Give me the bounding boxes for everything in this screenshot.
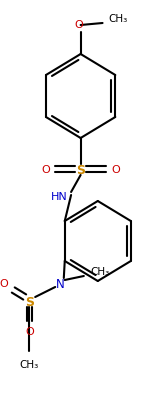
Text: N: N	[56, 277, 64, 290]
Text: O: O	[0, 278, 8, 288]
Text: CH₃: CH₃	[108, 14, 128, 24]
Text: S: S	[25, 295, 34, 308]
Text: O: O	[41, 164, 50, 175]
Text: CH₃: CH₃	[91, 266, 110, 276]
Text: CH₃: CH₃	[20, 359, 39, 369]
Text: S: S	[76, 163, 85, 176]
Text: HN: HN	[51, 192, 68, 202]
Text: O: O	[112, 164, 120, 175]
Text: O: O	[74, 20, 83, 30]
Text: O: O	[25, 326, 34, 336]
